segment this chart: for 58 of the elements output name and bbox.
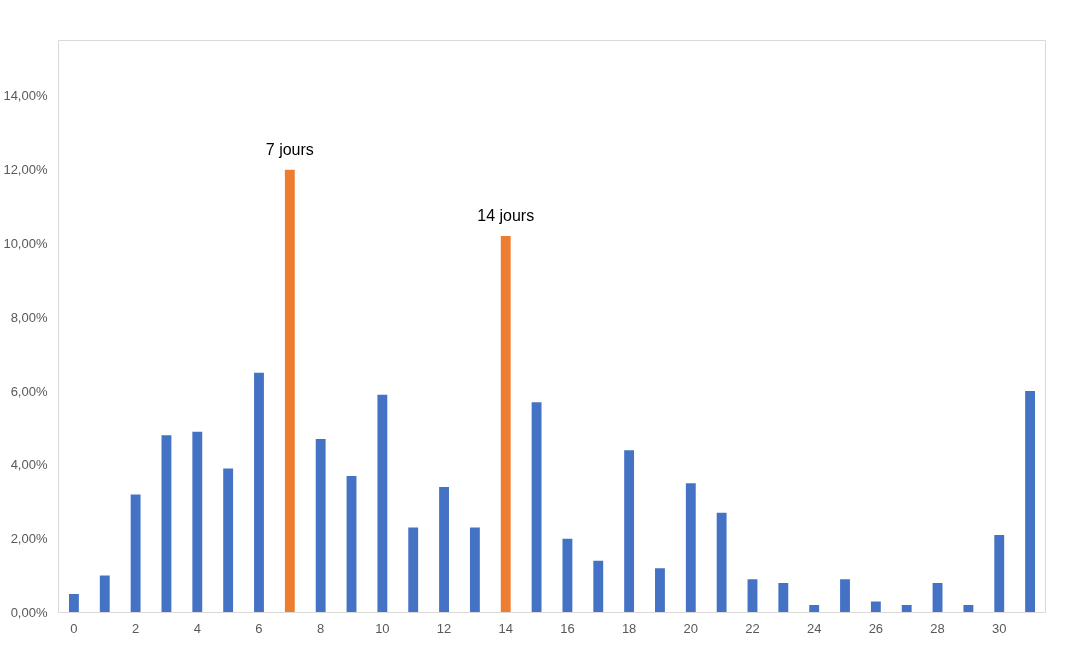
bar	[531, 402, 542, 613]
x-tick-label: 30	[992, 620, 1007, 636]
bar	[192, 431, 203, 613]
x-tick-label: 2	[131, 620, 140, 636]
bar	[870, 601, 881, 613]
bar	[840, 579, 850, 613]
bar	[685, 483, 696, 613]
bar	[315, 439, 326, 613]
bar	[963, 605, 974, 613]
bar	[377, 394, 388, 613]
bar	[932, 582, 943, 613]
bar	[346, 475, 357, 613]
bar	[747, 579, 758, 613]
x-tick-label: 20	[683, 620, 699, 636]
bar	[901, 605, 912, 613]
annotation: 7 jours	[265, 140, 314, 158]
bar	[500, 236, 511, 613]
bar	[161, 435, 172, 613]
bar	[254, 372, 264, 613]
bar	[994, 535, 1005, 613]
x-tick-label: 24	[806, 620, 822, 636]
bar	[130, 494, 141, 613]
bar	[469, 527, 480, 613]
x-tick-label: 16	[560, 620, 575, 636]
x-tick-label: 26	[868, 620, 884, 636]
y-tick-label: 12,00%	[3, 162, 48, 178]
x-tick-label: 0	[70, 620, 78, 636]
bar	[99, 575, 110, 613]
bar	[1025, 391, 1036, 613]
y-tick-label: 14,00%	[3, 88, 48, 104]
bar	[223, 468, 234, 613]
bar	[593, 560, 604, 613]
x-tick-label: 8	[317, 620, 325, 636]
x-tick-label: 28	[930, 620, 945, 636]
bar	[408, 527, 419, 613]
y-tick-label: 10,00%	[3, 235, 48, 251]
bar	[439, 487, 449, 613]
bar	[562, 538, 573, 613]
x-tick-label: 4	[193, 620, 201, 636]
bar	[809, 605, 820, 613]
x-tick-label: 18	[621, 620, 637, 636]
y-tick-label: 2,00%	[10, 531, 48, 547]
bar	[68, 594, 79, 613]
annotation: 14 jours	[477, 207, 535, 225]
y-tick-label: 4,00%	[10, 457, 48, 473]
x-tick-label: 12	[436, 620, 452, 636]
y-tick-label: 6,00%	[10, 383, 48, 399]
x-tick-label: 22	[745, 620, 760, 636]
bar	[284, 169, 295, 613]
x-tick-label: 10	[375, 620, 390, 636]
x-tick-label: 6	[255, 620, 263, 636]
bar	[778, 582, 789, 613]
x-tick-label: 14	[498, 620, 513, 636]
y-tick-label: 8,00%	[10, 309, 48, 325]
bar	[655, 568, 665, 613]
bar	[716, 512, 727, 613]
y-tick-label: 0,00%	[10, 605, 48, 620]
bar	[624, 450, 635, 613]
